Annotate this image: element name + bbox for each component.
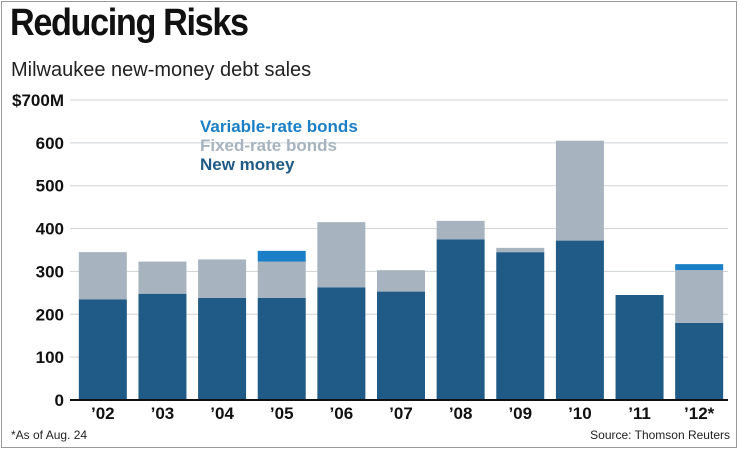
x-tick-label: ’11	[628, 404, 651, 423]
footnote: *As of Aug. 24	[11, 428, 88, 442]
x-tick-label: ’05	[270, 404, 294, 423]
bar-new-money	[377, 291, 425, 400]
x-tick-label: ’10	[568, 404, 592, 423]
x-tick-label: ’06	[330, 404, 354, 423]
bar-new-money	[555, 240, 604, 400]
y-tick-label: 200	[36, 305, 64, 324]
x-tick-label: ’02	[91, 404, 115, 423]
chart-subtitle: Milwaukee new-money debt sales	[11, 59, 312, 81]
y-tick-label: 0	[55, 391, 64, 410]
x-tick-label: ’08	[449, 404, 473, 423]
bar-new-money	[675, 322, 724, 400]
bar-fixed-rate-bonds	[198, 259, 247, 298]
source-note: Source: Thomson Reuters	[590, 428, 730, 442]
bar-fixed-rate-bonds	[138, 261, 187, 294]
y-tick-label: 500	[36, 177, 64, 196]
bar-new-money	[615, 295, 664, 400]
bar-new-money	[317, 287, 366, 400]
bar-fixed-rate-bonds	[377, 270, 425, 292]
bar-new-money	[496, 252, 545, 400]
bar-new-money	[436, 239, 485, 400]
bar-fixed-rate-bonds	[555, 140, 604, 241]
chart-title: Reducing Risks	[10, 2, 249, 44]
bar-variable-rate-bonds	[675, 264, 724, 271]
legend-entry: Variable-rate bonds	[200, 117, 358, 136]
y-tick-label: 100	[36, 348, 64, 367]
bar-new-money	[198, 298, 247, 400]
x-tick-label: ’12*	[684, 404, 715, 423]
x-tick-label: ’04	[210, 404, 234, 423]
bar-fixed-rate-bonds	[436, 220, 485, 240]
bar-new-money	[138, 293, 187, 400]
bar-fixed-rate-bonds	[78, 252, 127, 300]
bar-fixed-rate-bonds	[496, 247, 545, 253]
legend-entry: New money	[200, 155, 295, 174]
y-tick-label: 300	[36, 262, 64, 281]
x-tick-label: ’07	[389, 404, 413, 423]
bar-fixed-rate-bonds	[675, 270, 724, 323]
y-tick-label: 600	[36, 134, 64, 153]
y-tick-label: 400	[36, 220, 64, 239]
bar-fixed-rate-bonds	[257, 261, 306, 298]
bar-new-money	[78, 299, 127, 400]
bar-new-money	[257, 298, 306, 400]
bar-variable-rate-bonds	[257, 250, 306, 262]
x-tick-label: ’09	[508, 404, 532, 423]
bar-fixed-rate-bonds	[317, 222, 366, 288]
y-tick-label: $700M	[12, 91, 64, 110]
x-tick-label: ’03	[151, 404, 175, 423]
legend-entry: Fixed-rate bonds	[200, 136, 337, 155]
